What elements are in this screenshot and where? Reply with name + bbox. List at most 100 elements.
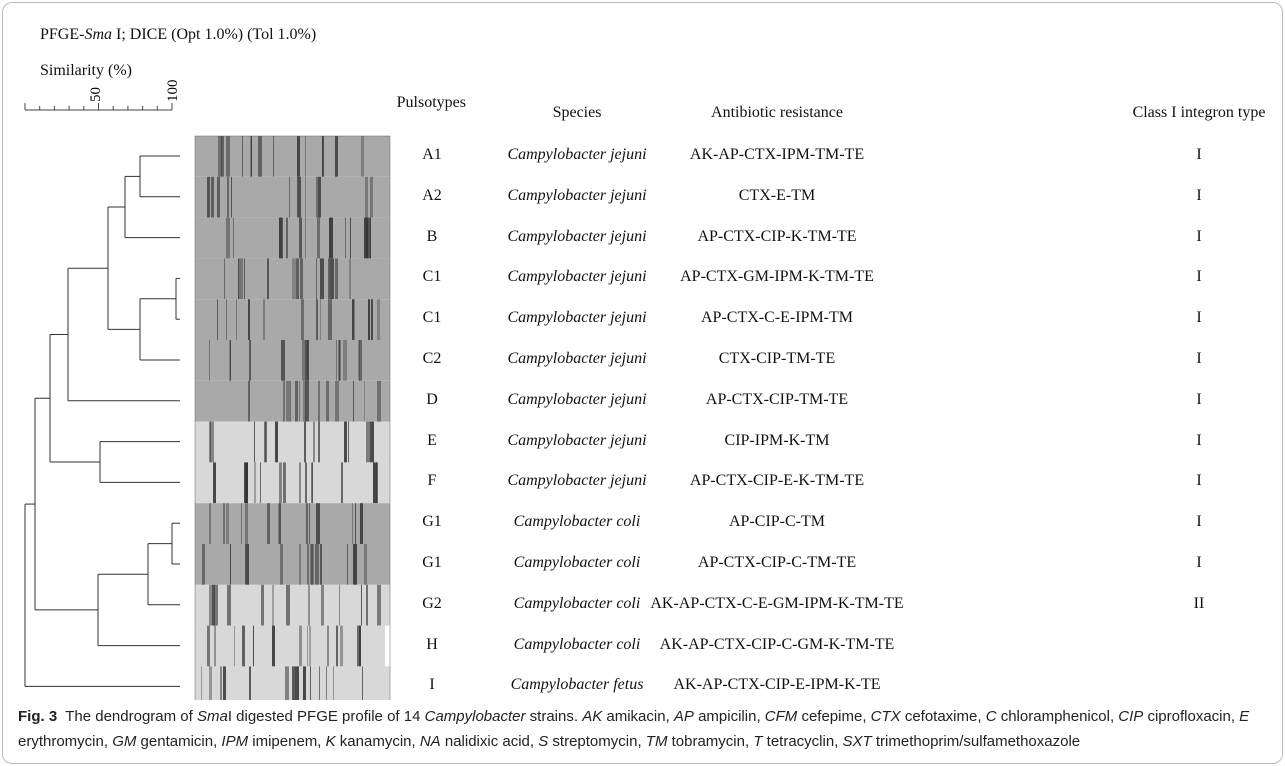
gel-band — [328, 299, 332, 340]
gel-band — [286, 585, 290, 626]
gel-band — [326, 381, 329, 422]
table-cell: G1 — [422, 513, 442, 531]
gel-band — [283, 462, 286, 503]
text-run: cefepime, — [797, 708, 870, 725]
gel-band — [295, 381, 298, 422]
text-run: K — [326, 733, 336, 750]
gel-band — [245, 544, 249, 585]
gel-band — [327, 626, 329, 667]
gel-band — [305, 177, 306, 218]
gel-band — [300, 258, 303, 299]
gel-band — [370, 177, 373, 218]
table-cell: AP-CTX-C-E-IPM-TM — [701, 309, 853, 327]
gel-band — [343, 340, 347, 381]
gel-band — [267, 258, 269, 299]
figure-caption: Fig. 3 The dendrogram of SmaI digested P… — [18, 704, 1268, 754]
gel-band — [214, 626, 216, 667]
table-cell: D — [426, 391, 438, 409]
gel-band — [377, 299, 380, 340]
gel-band — [335, 136, 338, 177]
gel-band — [352, 299, 355, 340]
gel-lane — [195, 544, 390, 585]
gel-band — [209, 340, 210, 381]
gel-band — [366, 422, 370, 463]
table-cell: AK-AP-CTX-IPM-TM-TE — [690, 146, 864, 164]
text-run: ciprofloxacin, — [1143, 708, 1239, 725]
gel-band — [261, 585, 264, 626]
gel-band — [248, 381, 250, 422]
gel-band — [217, 177, 220, 218]
gel-band — [230, 544, 231, 585]
gel-band — [360, 503, 363, 544]
gel-band — [201, 666, 202, 700]
gel-band — [339, 585, 340, 626]
gel-band — [241, 503, 242, 544]
gel-band — [349, 258, 351, 299]
gel-band — [244, 258, 245, 299]
gel-band — [348, 422, 349, 463]
gel-band — [209, 422, 211, 463]
gel-band — [340, 626, 343, 667]
table-cell: F — [428, 472, 437, 490]
table-cell: H — [426, 636, 438, 654]
gel-band — [251, 136, 252, 177]
gel-band — [336, 626, 338, 667]
gel-band — [286, 218, 288, 259]
gel-band — [365, 177, 368, 218]
gel-band — [272, 626, 275, 667]
table-cell: Campylobacter jejuni — [507, 309, 646, 327]
text-run: SXT — [843, 733, 872, 750]
gel-band — [223, 666, 226, 700]
gel-band — [254, 462, 256, 503]
text-run: streptomycin, — [548, 733, 646, 750]
gel-band — [303, 666, 306, 700]
gel-band — [212, 585, 215, 626]
gel-band — [211, 177, 214, 218]
text-run: tobramycin, — [667, 733, 753, 750]
table-cell: AP-CTX-CIP-K-TM-TE — [697, 228, 856, 246]
gel-band — [377, 585, 381, 626]
table-cell: AP-CIP-C-TM — [729, 513, 825, 531]
gel-lane — [195, 585, 390, 626]
table-cell: C2 — [423, 350, 442, 368]
gel-band — [347, 544, 348, 585]
gel-band — [317, 218, 320, 259]
gel-band — [218, 136, 222, 177]
gel-band — [350, 218, 351, 259]
table-cell: I — [429, 676, 434, 694]
gel-band — [289, 177, 290, 218]
gel-band — [286, 381, 290, 422]
gel-band — [333, 666, 334, 700]
table-cell: G1 — [422, 554, 442, 572]
gel-band — [209, 503, 211, 544]
gel-band — [322, 136, 323, 177]
table-cell: Campylobacter jejuni — [507, 472, 646, 490]
gel-band — [234, 626, 235, 667]
gel-band — [239, 258, 243, 299]
gel-band — [302, 340, 305, 381]
table-cell: CTX-E-TM — [739, 187, 815, 205]
table-cell: Campylobacter jejuni — [507, 432, 646, 450]
gel-band — [215, 585, 218, 626]
table-cell: C1 — [423, 309, 442, 327]
gel-band — [320, 177, 321, 218]
gel-band — [227, 585, 231, 626]
gel-band — [264, 422, 266, 463]
text-run: cefotaxime, — [901, 708, 986, 725]
gel-band — [352, 503, 353, 544]
gel-band — [253, 626, 254, 667]
gel-band — [315, 544, 319, 585]
gel-band — [281, 340, 285, 381]
gel-band — [344, 422, 347, 463]
gel-band — [311, 544, 313, 585]
table-cell: I — [1196, 309, 1201, 327]
gel-band — [371, 299, 373, 340]
table-cell: AP-CTX-GM-IPM-K-TM-TE — [680, 268, 874, 286]
text-run: amikacin, — [602, 708, 674, 725]
gel-band — [238, 258, 239, 299]
gel-band — [308, 585, 310, 626]
gel-band — [224, 258, 225, 299]
table-cell: I — [1196, 146, 1201, 164]
gel-band — [296, 258, 299, 299]
gel-band — [376, 462, 378, 503]
